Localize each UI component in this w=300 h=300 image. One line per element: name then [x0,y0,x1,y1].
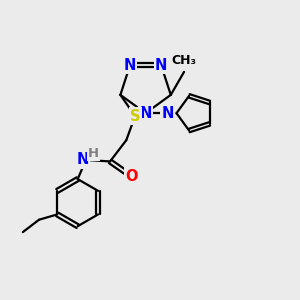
Text: S: S [130,109,140,124]
Text: CH₃: CH₃ [172,54,197,67]
Text: H: H [88,147,99,160]
Text: N: N [124,58,136,73]
Text: N: N [76,152,88,167]
Text: N: N [155,58,167,73]
Text: O: O [125,169,137,184]
Text: N: N [161,106,174,121]
Text: N: N [140,106,152,121]
